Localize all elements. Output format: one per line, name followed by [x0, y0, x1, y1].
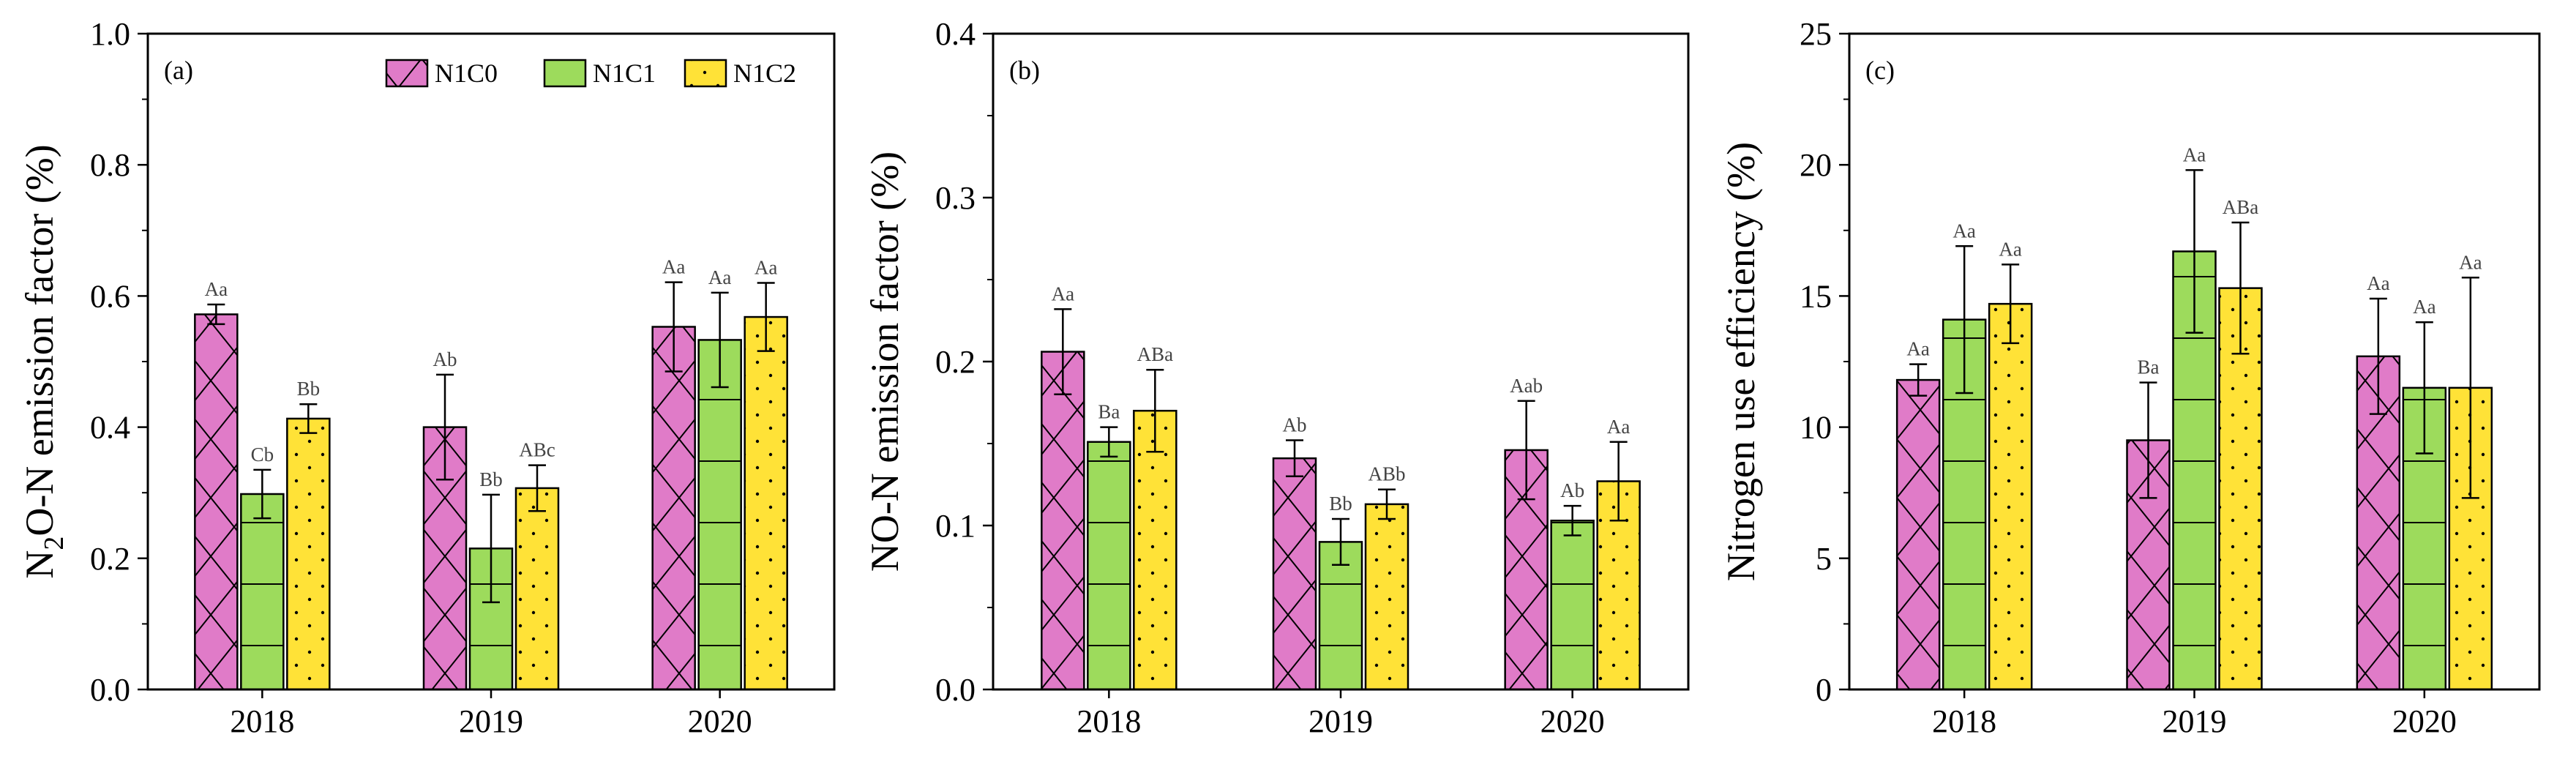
significance-label: Aa [708, 266, 731, 288]
significance-label: Aa [755, 256, 777, 278]
significance-label: Ba [1098, 401, 1120, 423]
y-tick-label: 0.0 [935, 672, 976, 708]
x-tick-label: 2020 [1540, 703, 1605, 739]
x-tick-label: 2018 [1932, 703, 1996, 739]
y-tick-label: 0.4 [90, 410, 130, 446]
x-tick-label: 2018 [1077, 703, 1141, 739]
significance-label: Ab [1560, 479, 1584, 501]
panel-3: 0 5 10 15 20 25 2018 2019 2020 Aa Ba Aa Aa Aa Aa Aa ABa A… [1719, 16, 2541, 739]
bar-N1C0-2018 [1041, 351, 1085, 691]
bar-N1C1-2018 [240, 493, 285, 691]
legend-swatch-N1C2 [684, 59, 727, 88]
significance-label: ABc [519, 439, 555, 461]
significance-label: Aa [1952, 220, 1975, 242]
bar-N1C0-2019 [1272, 457, 1317, 691]
significance-label: Ab [433, 348, 457, 370]
legend-label-N1C0: N1C0 [435, 59, 498, 88]
significance-label: Aa [1999, 238, 2021, 260]
y-tick-label: 0.2 [935, 344, 976, 380]
significance-label: Ba [2138, 356, 2160, 378]
significance-label: ABa [2223, 196, 2259, 218]
plot-frame [992, 32, 1690, 691]
x-tick-label: 2020 [688, 703, 752, 739]
significance-label: ABb [1368, 463, 1405, 485]
legend-label-N1C2: N1C2 [733, 59, 796, 88]
y-axis-label: Nitrogen use efficiency (%) [1719, 142, 1763, 581]
y-tick-label: 0.0 [90, 672, 130, 708]
bar-N1C0-2020 [651, 326, 696, 691]
bar-N1C1-2018 [1087, 441, 1131, 691]
y-tick-label: 10 [1800, 410, 1832, 446]
panel-2: 0.0 0.1 0.2 0.3 0.4 2018 2019 2020 Aa Ab Aab Ba Bb Ab… [863, 16, 1690, 739]
significance-label: Aa [2367, 272, 2389, 294]
y-tick-label: 1.0 [90, 16, 130, 52]
y-tick-label: 0.2 [90, 541, 130, 577]
significance-label: Aa [1906, 338, 1929, 360]
x-tick-label: 2018 [230, 703, 294, 739]
significance-label: Aa [2459, 251, 2482, 273]
bar-N1C2-2020 [744, 315, 788, 691]
bar-N1C1-2020 [1550, 520, 1595, 691]
y-tick-label: 0.8 [90, 147, 130, 183]
significance-label: ABa [1137, 343, 1174, 365]
legend: N1C0 N1C1 N1C2 [385, 59, 796, 88]
y-tick-label: 25 [1800, 16, 1832, 52]
significance-label: Aa [205, 278, 228, 300]
bar-N1C0-2018 [194, 313, 239, 691]
legend-swatch-N1C0 [385, 59, 429, 88]
panel-tag: (b) [1009, 56, 1040, 85]
plot-frame [146, 32, 836, 691]
significance-label: Aa [2413, 296, 2435, 318]
legend-swatch-N1C1 [543, 59, 587, 88]
bar-N1C1-2020 [697, 339, 742, 691]
significance-label: Aa [1052, 283, 1074, 304]
y-axis-label: N2O-N emission factor (%) [18, 144, 70, 578]
bar-N1C0-2018 [1895, 378, 1941, 691]
significance-label: Ab [1283, 414, 1307, 436]
significance-label: Bb [297, 378, 321, 400]
y-tick-label: 0 [1816, 672, 1832, 708]
y-axis-label: NO-N emission factor (%) [863, 152, 907, 572]
significance-label: Aa [2183, 143, 2206, 165]
x-tick-label: 2020 [2392, 703, 2457, 739]
legend-label-N1C1: N1C1 [593, 59, 656, 88]
y-tick-label: 0.6 [90, 278, 130, 314]
plot-frame [1848, 32, 2541, 691]
x-tick-label: 2019 [459, 703, 523, 739]
bar-N1C2-2019 [1364, 503, 1409, 691]
significance-label: Cb [251, 444, 274, 466]
panel-1: 0.0 0.2 0.4 0.6 0.8 1.0 2018 2019 2020 Aa Ab Aa Cb Bb… [18, 16, 836, 739]
y-tick-label: 5 [1816, 541, 1832, 577]
significance-label: Aa [662, 256, 685, 278]
y-tick-label: 0.4 [935, 16, 976, 52]
bar-N1C2-2019 [514, 487, 560, 691]
y-tick-label: 15 [1800, 278, 1832, 314]
bar-N1C2-2018 [1988, 302, 2033, 691]
y-tick-label: 0.1 [935, 508, 976, 544]
significance-label: Bb [479, 468, 503, 490]
bar-N1C2-2018 [286, 417, 331, 691]
panel-tag: (c) [1865, 56, 1895, 85]
panel-tag: (a) [164, 56, 193, 85]
y-tick-label: 0.3 [935, 180, 976, 216]
significance-label: Aa [1607, 416, 1630, 438]
x-tick-label: 2019 [2163, 703, 2227, 739]
x-tick-label: 2019 [1308, 703, 1373, 739]
significance-label: Aab [1510, 375, 1543, 397]
y-tick-label: 20 [1800, 147, 1832, 183]
significance-label: Bb [1329, 493, 1352, 515]
